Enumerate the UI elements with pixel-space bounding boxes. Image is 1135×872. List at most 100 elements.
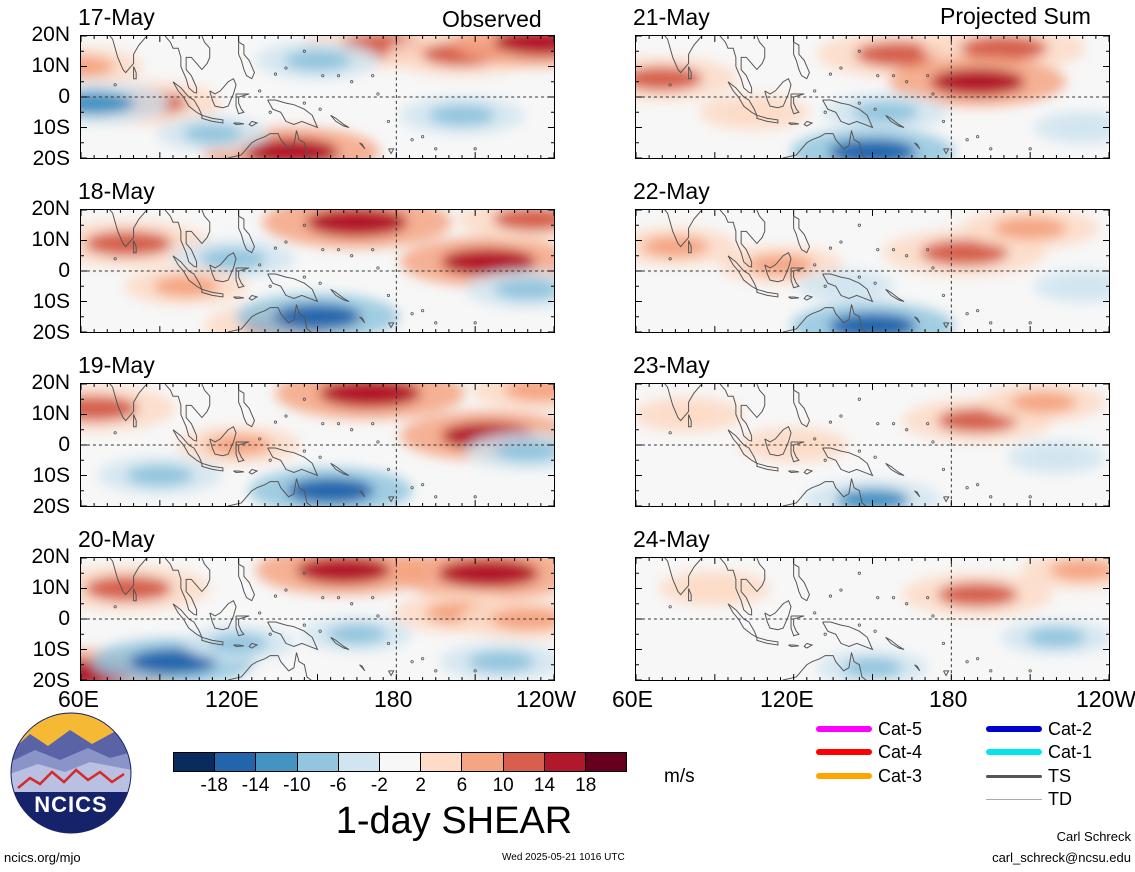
coastline	[133, 414, 137, 428]
island	[371, 422, 375, 426]
shear-anomaly-core	[244, 138, 339, 158]
colorbar-swatch	[421, 753, 463, 771]
coastline	[201, 462, 224, 472]
island	[318, 281, 322, 285]
island	[905, 80, 909, 84]
island	[891, 596, 896, 600]
island	[376, 92, 380, 96]
island	[857, 101, 861, 105]
island	[931, 614, 935, 618]
island	[268, 632, 272, 636]
footer-email[interactable]: carl_schreck@ncsu.edu	[992, 850, 1131, 865]
shear-field	[636, 384, 1109, 506]
island	[857, 49, 861, 53]
shear-anomaly-core	[209, 633, 269, 653]
coastline	[664, 36, 703, 74]
shear-anomaly-core	[820, 277, 873, 296]
lon-label: 120E	[760, 686, 814, 712]
lon-label: 60E	[58, 686, 99, 712]
legend-line-swatch	[816, 749, 872, 755]
island	[113, 83, 117, 87]
island	[268, 458, 272, 462]
ncics-logo-text: NCICS	[34, 792, 107, 817]
island	[1028, 495, 1032, 499]
island	[839, 588, 843, 592]
island	[828, 72, 833, 76]
coastline	[790, 93, 805, 115]
colorbar-swatch	[256, 753, 298, 771]
lat-label: 20S	[32, 147, 70, 170]
legend-label: Cat-4	[878, 742, 923, 762]
lon-label: 120W	[516, 686, 577, 712]
island	[905, 602, 909, 606]
shear-anomaly-core	[273, 304, 362, 330]
island	[813, 437, 817, 441]
coastline	[201, 114, 224, 124]
coastline	[719, 558, 766, 616]
island	[965, 312, 969, 316]
shear-anomaly-core	[491, 607, 554, 631]
coastline	[756, 636, 779, 646]
coastline	[201, 636, 224, 646]
coastline	[164, 384, 211, 442]
coastline	[238, 215, 256, 254]
island	[350, 80, 354, 84]
coastline	[330, 636, 350, 650]
island	[813, 89, 817, 93]
island	[113, 605, 117, 609]
island	[302, 223, 306, 227]
legend-line-swatch	[986, 749, 1042, 755]
coastline	[803, 468, 814, 475]
island	[284, 66, 288, 70]
island	[926, 422, 930, 426]
coastline	[782, 304, 867, 332]
coastline	[756, 288, 779, 298]
island	[421, 657, 425, 661]
coastline	[664, 384, 703, 422]
coastline	[133, 66, 137, 80]
lat-label: 20N	[31, 23, 70, 46]
colorbar-units: m/s	[664, 766, 695, 787]
footer-timestamp: Wed 2025-05-21 1016 UTC	[502, 852, 625, 863]
panel-date-label: 18-May	[78, 178, 155, 204]
island	[371, 74, 375, 78]
coastline	[359, 664, 366, 672]
island	[273, 594, 278, 598]
footer-url[interactable]: ncics.org/mjo	[4, 850, 81, 865]
island	[434, 147, 438, 151]
island	[926, 248, 930, 252]
colorbar-tick-label: -14	[241, 775, 270, 796]
island	[965, 486, 969, 490]
island	[350, 602, 354, 606]
shear-anomaly-core	[852, 101, 919, 123]
coastline	[764, 599, 792, 631]
island	[941, 641, 946, 645]
coastline	[885, 636, 905, 650]
coastline	[914, 490, 921, 498]
panel-date-label: 17-May	[78, 4, 155, 30]
coastline	[227, 652, 312, 680]
island	[976, 657, 980, 661]
island	[284, 414, 288, 418]
island	[268, 110, 272, 114]
island	[302, 623, 306, 627]
shear-anomaly-core	[636, 66, 703, 91]
island	[386, 467, 391, 471]
coastline	[388, 322, 395, 329]
island	[318, 455, 322, 459]
colorbar-tick-label: -6	[329, 775, 347, 796]
lat-label: 20S	[32, 669, 70, 692]
coastline	[688, 66, 692, 80]
coastline	[790, 441, 805, 463]
island	[839, 66, 843, 70]
island	[876, 596, 880, 600]
coastline	[719, 210, 766, 268]
island	[376, 266, 380, 270]
lat-label: 0	[58, 607, 70, 630]
coastline	[330, 114, 350, 128]
island	[891, 422, 896, 426]
coastline	[235, 93, 250, 115]
island	[318, 629, 322, 633]
legend-line-swatch	[816, 773, 872, 779]
shear-anomaly-core	[504, 384, 554, 402]
